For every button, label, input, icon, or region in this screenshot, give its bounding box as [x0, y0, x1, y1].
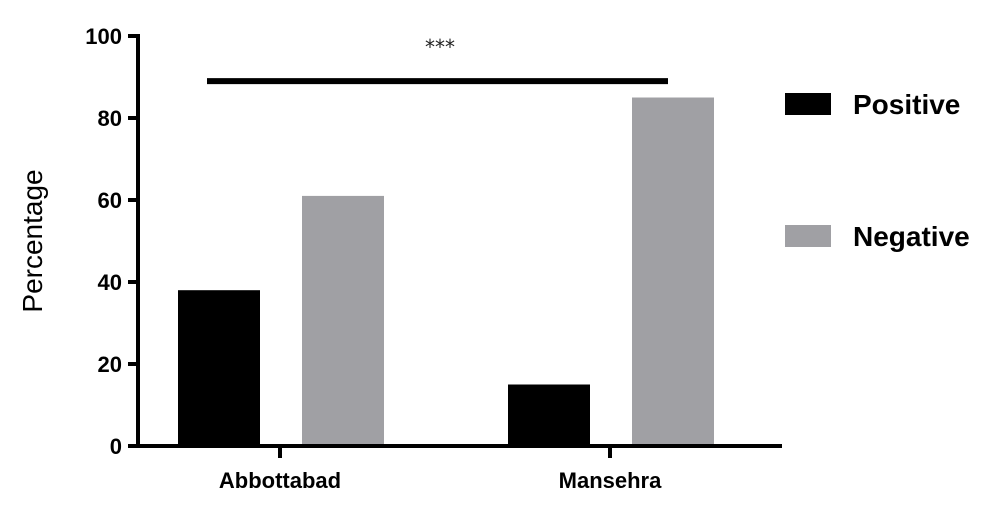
legend-swatch-positive: [785, 93, 831, 115]
bar-abbottabad-positive: [178, 290, 260, 446]
bar-abbottabad-negative: [302, 195, 384, 446]
y-tick-label: 60: [98, 188, 122, 213]
y-tick-label: 40: [98, 270, 122, 295]
y-tick-label: 80: [98, 106, 122, 131]
bars: [178, 97, 714, 446]
y-tick-label: 20: [98, 352, 122, 377]
legend-label-negative: Negative: [853, 221, 970, 252]
bar-mansehra-negative: [632, 97, 714, 446]
y-ticks: 0 20 40 60 80 100: [85, 24, 138, 459]
x-tick-label: Abbottabad: [219, 468, 341, 493]
significance-label: ***: [425, 35, 455, 59]
bar-mansehra-positive: [508, 384, 590, 446]
y-tick-label: 0: [110, 434, 122, 459]
y-tick-label: 100: [85, 24, 122, 49]
legend-swatch-negative: [785, 225, 831, 247]
legend-label-positive: Positive: [853, 89, 960, 120]
legend: Positive Negative: [785, 89, 970, 252]
y-axis-label: Percentage: [17, 169, 48, 312]
x-ticks: Abbottabad Mansehra: [219, 446, 662, 493]
x-tick-label: Mansehra: [559, 468, 662, 493]
